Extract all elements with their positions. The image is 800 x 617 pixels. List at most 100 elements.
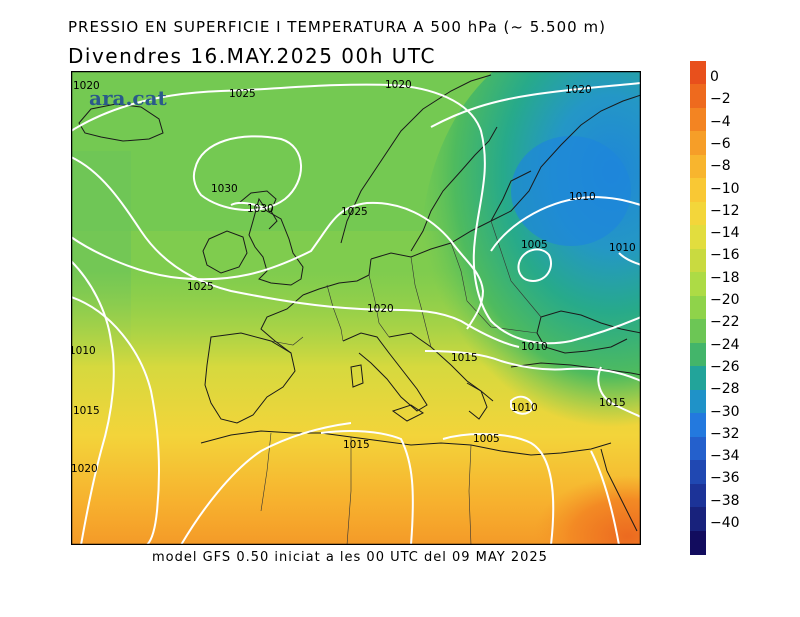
isobars <box>71 82 641 545</box>
country-borders <box>260 220 542 545</box>
border-eastern-europe <box>410 256 432 348</box>
turkey-coast <box>510 362 641 376</box>
colorbar-label: −10 <box>710 180 740 197</box>
isobar-1020-southwest <box>180 422 352 545</box>
border-central-europe <box>368 274 390 338</box>
isobar-label: 1010 <box>521 341 548 353</box>
isobar-1020-east <box>430 82 641 128</box>
north-africa-coast <box>200 430 612 456</box>
scotland-coast <box>238 190 278 230</box>
isobar-1015-east <box>472 238 641 345</box>
isobar-1010-southeast <box>590 450 620 545</box>
colorbar-label: −4 <box>710 113 731 130</box>
temperature-colorbar <box>690 61 706 555</box>
colorbar-label: −36 <box>710 470 740 487</box>
colorbar-label: −40 <box>710 515 740 531</box>
isobar-label: 1010 <box>569 191 596 203</box>
isobar-1015-lower <box>424 350 641 382</box>
isobar-1010-greece <box>510 395 535 415</box>
map-title: PRESSIO EN SUPERFICIE I TEMPERATURA A 50… <box>68 18 606 36</box>
isobar-label: 1020 <box>73 80 100 92</box>
colorbar-segment <box>690 107 706 132</box>
western-europe-coast <box>260 258 372 354</box>
isobar-1010-east <box>490 195 641 252</box>
colorbar-segment <box>690 178 706 203</box>
isobar-label: 1020 <box>565 84 592 96</box>
colorbar-label: −28 <box>710 381 740 398</box>
map-date: Divendres 16.MAY.2025 00h UTC <box>68 44 436 68</box>
isobar-label: 1020 <box>385 79 412 91</box>
isobar-1015-southeast <box>597 366 641 418</box>
colorbar-segment <box>690 483 706 508</box>
colorbar-segment <box>690 225 706 250</box>
colorbar-label: −14 <box>710 225 740 242</box>
isobar-label: 1025 <box>187 281 214 293</box>
border-france-germany <box>326 284 344 342</box>
ireland-coast <box>202 230 248 274</box>
greece-coast <box>466 382 488 420</box>
isobar-1030-high <box>192 135 302 211</box>
colorbar-label: −22 <box>710 314 740 331</box>
sardinia-coast <box>350 364 364 388</box>
colorbar-segment <box>690 507 706 532</box>
baltic-coast <box>370 170 532 260</box>
isobar-label: 1020 <box>71 463 98 475</box>
iberia-coast <box>204 332 296 424</box>
isobar-1030-inner <box>230 201 268 210</box>
isobar-label: 1010 <box>511 402 538 414</box>
isobar-label: 1005 <box>473 433 500 445</box>
isobar-label: 1030 <box>247 203 274 215</box>
isobar-label: 1005 <box>521 239 548 251</box>
colorbar-segment <box>690 436 706 461</box>
colorbar-label: −2 <box>710 91 731 108</box>
weather-map: 1020 1025 1020 1020 1030 1030 1025 1010 … <box>71 71 641 545</box>
isobar-label: 1030 <box>211 183 238 195</box>
colorbar-label: −8 <box>710 158 731 175</box>
isobar-label: 1015 <box>73 405 100 417</box>
colorbar-label: −38 <box>710 492 740 509</box>
italy-coast <box>342 332 428 412</box>
isobar-label: 1015 <box>343 439 370 451</box>
colorbar-label: −20 <box>710 292 740 308</box>
isobar-label: 1020 <box>367 303 394 315</box>
border-pyrenees <box>270 336 304 346</box>
border-ukraine <box>450 242 538 334</box>
colorbar-label: −34 <box>710 448 740 465</box>
finland-coast <box>490 94 641 222</box>
colorbar-segment <box>690 389 706 414</box>
colorbar-segment <box>690 248 706 273</box>
colorbar-segment <box>690 61 706 86</box>
isobar-1015-south <box>320 430 414 545</box>
norway-coast <box>340 74 492 244</box>
isobar-label: 1025 <box>229 88 256 100</box>
isobar-label: 1010 <box>609 242 636 254</box>
colorbar-segment <box>690 413 706 438</box>
colorbar-segment <box>690 460 706 485</box>
colorbar-segment <box>690 530 706 555</box>
colorbar-label: −24 <box>710 336 740 353</box>
iceland-coast <box>78 103 164 142</box>
cold-core-inner <box>511 136 631 246</box>
colorbar-segment <box>690 84 706 109</box>
colorbar-label: 0 <box>710 69 719 85</box>
isobar-1005-low <box>517 248 552 283</box>
colorbar-segment <box>690 272 706 297</box>
map-frame <box>71 71 641 545</box>
colorbar-segment <box>690 319 706 344</box>
colorbar-segment <box>690 342 706 367</box>
red-sea-coast <box>600 448 638 532</box>
colorbar-segment <box>690 131 706 156</box>
brand-logo: ara.cat <box>89 86 168 110</box>
colorbar-label: −18 <box>710 269 740 286</box>
colorbar-label: −16 <box>710 247 740 264</box>
colorbar-label: −32 <box>710 425 740 442</box>
colorbar-label: −26 <box>710 358 740 375</box>
isobar-label: 1010 <box>71 345 96 357</box>
isobar-1020-central <box>71 156 520 348</box>
isobar-1025-ring <box>71 201 485 330</box>
colorbar-segment <box>690 366 706 391</box>
colorbar-segment <box>690 201 706 226</box>
isobar-label: 1015 <box>451 352 478 364</box>
isobar-1010-west <box>71 260 115 545</box>
isobar-1015-west <box>71 296 160 545</box>
